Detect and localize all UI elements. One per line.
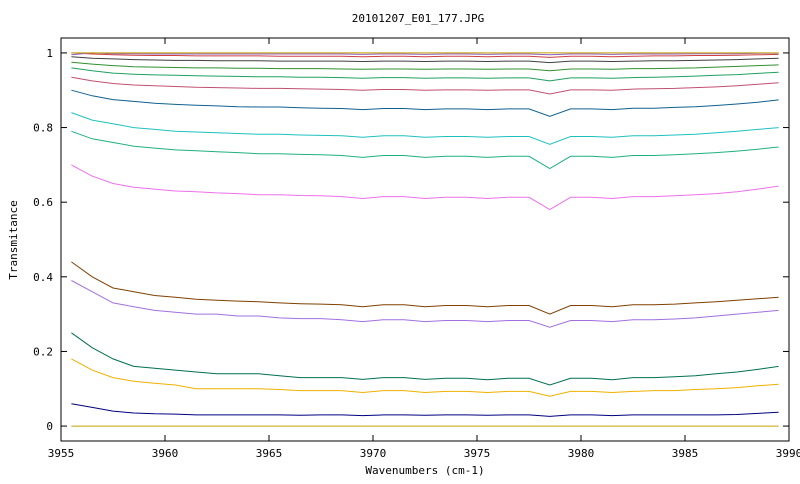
series-layer: [71, 52, 779, 427]
series-line-1: [71, 403, 779, 417]
plot-area-frame: [60, 37, 790, 442]
series-line-2: [71, 358, 779, 397]
series-line-5: [71, 261, 779, 315]
x-tick-label: 3970: [360, 447, 387, 460]
series-line-3: [71, 332, 779, 386]
y-tick-label: 0.6: [33, 196, 53, 209]
x-tick-label: 3955: [48, 447, 75, 460]
x-tick-label: 3980: [568, 447, 595, 460]
chart-title: 20101207_E01_177.JPG: [352, 12, 484, 25]
x-tick-label: 3985: [672, 447, 699, 460]
y-axis: 0 0.2 0.4 0.6 0.8 1: [33, 47, 789, 433]
y-axis-label: Transmitance: [7, 200, 20, 279]
y-tick-label: 0.2: [33, 345, 53, 358]
x-tick-label: 3960: [152, 447, 179, 460]
series-line-12: [71, 61, 779, 72]
x-tick-label: 3975: [464, 447, 491, 460]
series-line-9: [71, 89, 779, 117]
y-tick-label: 1: [46, 47, 53, 60]
series-line-10: [71, 76, 779, 95]
series-line-4: [71, 280, 779, 328]
series-line-15: [71, 52, 779, 56]
series-line-8: [71, 112, 779, 145]
y-tick-label: 0.8: [33, 122, 53, 135]
x-axis-label: Wavenumbers (cm-1): [365, 464, 484, 477]
x-tick-label: 3990: [776, 447, 800, 460]
series-line-13: [71, 56, 779, 64]
y-tick-label: 0.4: [33, 271, 53, 284]
series-line-7: [71, 130, 779, 170]
x-axis: 3955 3960 3965 3970 3975 3980 3985 3990: [48, 38, 800, 460]
series-line-11: [71, 67, 779, 82]
y-tick-label: 0: [46, 420, 53, 433]
series-line-6: [71, 164, 779, 211]
x-tick-label: 3965: [256, 447, 283, 460]
series-line-14: [71, 52, 779, 58]
